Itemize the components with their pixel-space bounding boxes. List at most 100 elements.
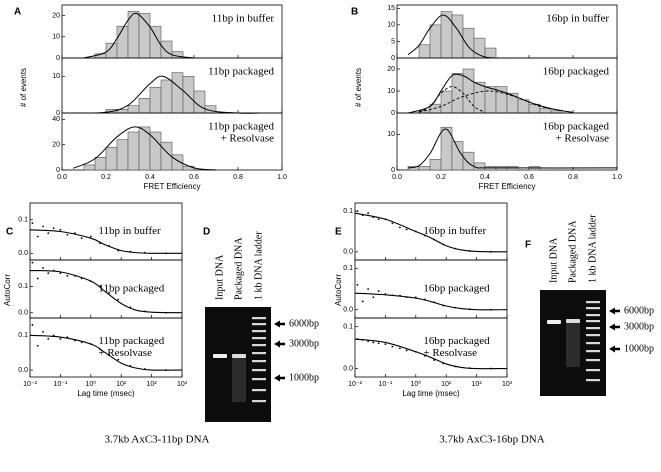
y-tick-label: 0.0 [343,307,353,314]
ladder-band [586,359,600,362]
x-tick-label: 10² [472,381,483,388]
ladder-band [252,330,266,333]
histogram-bar [149,87,162,114]
lane-label: Packaged DNA [567,220,578,283]
subplot-annotation: 11bp in buffer [98,225,161,237]
subplot-annotation: + Resolvase [98,347,152,359]
data-point [372,296,375,299]
ladder-band [586,334,600,337]
fit-curve [29,229,183,254]
x-tick-label: 10⁻² [348,381,362,388]
lane-label: 1 kb DNA ladder [253,231,264,300]
data-point [377,342,380,345]
subplot-annotation: 11bp packaged [98,335,164,347]
gel-band [232,354,246,358]
panel-letter: E [335,227,342,238]
y-tick-label: 0 [391,110,395,117]
gel-smear [566,322,580,367]
ladder-band [252,337,266,340]
subplot-annotation: 16bp packaged [543,66,610,78]
x-tick-label: 10⁰ [86,380,97,388]
subplot-annotation: + Resolvase [555,133,609,145]
histogram-bar [182,76,195,114]
subplot-annotation: 11bp packaged [98,283,164,295]
subplot-annotation: 16bp in buffer [546,13,609,25]
panel-letter: F [525,240,531,251]
x-tick-label: 0.2 [436,174,446,181]
y-tick-label: 5 [391,38,395,45]
y-tick-label: 10 [52,34,60,41]
histogram-bar [451,141,464,171]
marker-arrow [274,320,285,328]
y-axis-label: AutoCorr [334,274,343,306]
histogram-bar [160,79,173,114]
marker-arrow [274,374,285,382]
plot-frame [29,317,183,378]
data-point [356,283,359,286]
x-tick-label: 0.8 [233,174,243,181]
histogram-bar [484,86,497,114]
ladder-band [252,389,266,392]
marker-label: 6000bp [289,318,319,329]
histogram-bar [149,131,162,171]
y-tick-label: 20 [52,142,60,149]
y-tick-label: 0.1 [18,217,28,224]
y-tick-label: 0 [391,167,395,174]
histogram-bar [418,166,431,171]
plot-frame [354,317,508,378]
x-tick-label: 0.0 [392,174,402,181]
y-tick-label: 40 [52,116,60,123]
x-tick-label: 10⁻¹ [378,381,392,388]
y-tick-label: 0.0 [18,367,28,374]
fit-curve [72,126,217,171]
y-tick-label: 0 [56,110,60,117]
fit-curve [418,90,563,113]
x-tick-label: 1.0 [612,174,622,181]
gel-band [566,319,580,323]
marker-label: 3000bp [289,338,319,349]
caption: 3.7kb AxC3-11bp DNA [104,434,209,446]
subplot-annotation: 11bp packaged [208,121,274,133]
data-point [356,210,359,213]
data-point [36,235,39,238]
fit-curve [418,86,486,113]
lane-label: Packaged DNA [233,237,244,300]
histogram-bar [462,151,475,171]
subplot-annotation: 16bp packaged [423,335,490,347]
histogram-bar [138,98,151,114]
ladder-band [586,342,600,345]
marker-label: 3000bp [624,321,654,332]
ladder-band [252,400,266,403]
y-axis-label: # of events [19,68,28,107]
histogram-bar [171,154,184,171]
data-point [89,235,92,238]
panel-letter: C [6,227,13,238]
subplot-annotation: + Resolvase [423,347,477,359]
y-tick-label: 0.0 [343,249,353,256]
data-point [405,349,408,352]
fit-curve [83,12,195,59]
y-tick-label: 0.1 [343,323,353,330]
data-point [31,261,34,264]
histogram-bar [462,27,475,59]
data-point [108,292,111,294]
y-tick-label: 0.1 [343,208,353,215]
fit-curve [354,292,508,311]
ladder-band [586,314,600,317]
fit-curve [72,75,261,114]
marker-label: 1000bp [289,372,319,383]
x-tick-label: 0.8 [568,174,578,181]
data-point [36,277,39,280]
data-point [66,336,69,338]
data-point [361,300,364,303]
y-tick-label: 0.1 [18,283,28,290]
data-point [377,218,380,221]
x-tick-label: 0.6 [524,174,534,181]
subplot-annotation: 16bp in buffer [423,225,486,237]
x-axis-label: FRET Efficiency [478,182,535,191]
subplot-annotation: 11bp in buffer [212,13,275,25]
data-point [47,232,50,235]
fit-curve [407,14,508,59]
subplot-annotation: 16bp packaged [423,283,490,295]
